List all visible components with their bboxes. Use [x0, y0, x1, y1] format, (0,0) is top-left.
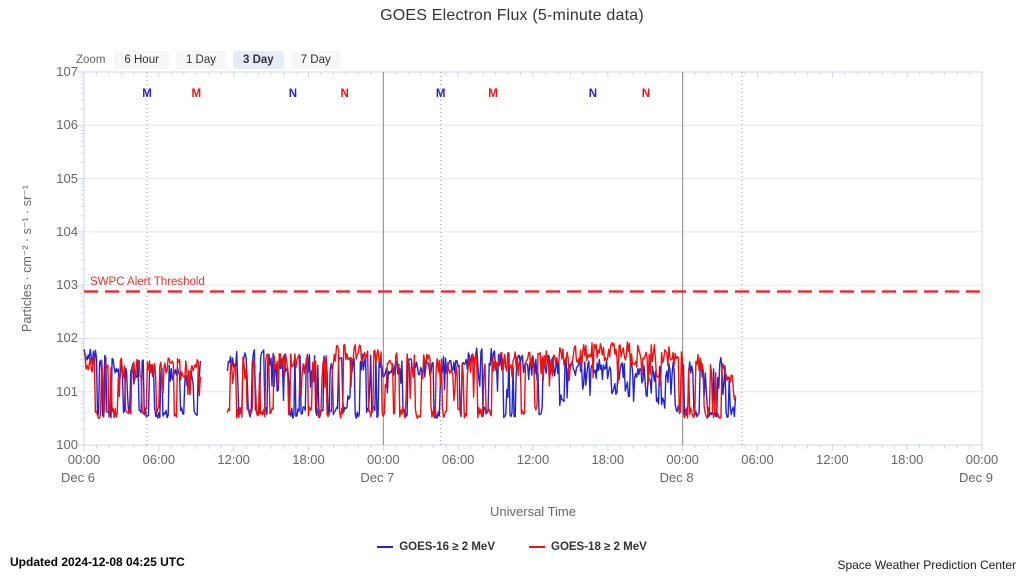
x-tick-label: 06:00	[142, 452, 176, 467]
event-marker-N: N	[341, 88, 349, 100]
x-tick-label: 06:00	[741, 452, 774, 467]
legend-label: GOES-18 ≥ 2 MeV	[551, 541, 647, 553]
series-goes-18	[83, 341, 737, 419]
event-marker-M: M	[436, 88, 446, 100]
x-date-label: Dec 9	[959, 470, 993, 485]
legend-label: GOES-16 ≥ 2 MeV	[399, 541, 495, 553]
x-tick-label: 06:00	[441, 452, 475, 467]
x-axis-title: Universal Time	[490, 504, 576, 519]
legend-dash-icon	[529, 545, 545, 549]
zoom-button-6-hour[interactable]: 6 Hour	[114, 51, 169, 69]
x-date-label: Dec 6	[61, 470, 95, 485]
event-marker-M: M	[142, 88, 152, 100]
x-tick-label: 12:00	[516, 452, 550, 467]
plot-border	[83, 71, 983, 446]
x-tick-label: 18:00	[292, 452, 325, 467]
legend-item-goes-18[interactable]: GOES-18 ≥ 2 MeV	[529, 541, 647, 553]
swpc-alert-threshold-label: SWPC Alert Threshold	[90, 276, 205, 288]
x-tick-label: 12:00	[217, 452, 250, 467]
legend-dash-icon	[377, 545, 394, 549]
credit-text: Space Weather Prediction Center	[837, 558, 1016, 572]
event-marker-N: N	[289, 88, 297, 100]
updated-timestamp: Updated 2024-12-08 04:25 UTC	[10, 555, 185, 569]
y-tick-label: 100	[56, 437, 78, 452]
event-marker-N: N	[589, 88, 597, 100]
x-tick-label: 12:00	[816, 452, 849, 467]
y-tick-label: 104	[56, 223, 78, 239]
x-tick-label: 00:00	[965, 452, 999, 467]
event-marker-M: M	[191, 88, 201, 100]
x-tick-label: 18:00	[591, 452, 625, 467]
x-tick-label: 00:00	[666, 452, 699, 467]
zoom-buttons: 6 Hour 1 Day 3 Day 7 Day	[114, 50, 347, 69]
zoom-preset-toolbar: Zoom 6 Hour 1 Day 3 Day 7 Day	[76, 50, 348, 69]
y-tick-label: 106	[56, 117, 78, 133]
legend-item-goes-16[interactable]: GOES-16 ≥ 2 MeV	[377, 541, 495, 553]
y-tick-label: 105	[56, 170, 78, 186]
legend: GOES-16 ≥ 2 MeV GOES-18 ≥ 2 MeV	[0, 541, 1024, 553]
x-tick-label: 18:00	[890, 452, 924, 467]
chart-title: GOES Electron Flux (5-minute data)	[380, 7, 644, 24]
event-marker-M: M	[488, 88, 498, 100]
x-date-label: Dec 8	[659, 470, 694, 485]
event-marker-N: N	[642, 88, 650, 100]
y-tick-label: 101	[56, 383, 78, 399]
y-tick-label: 107	[56, 64, 78, 79]
zoom-button-1-day[interactable]: 1 Day	[175, 51, 226, 69]
x-tick-label: 00:00	[67, 452, 101, 467]
x-date-label: Dec 7	[360, 470, 395, 485]
zoom-button-7-day[interactable]: 7 Day	[290, 51, 341, 69]
y-tick-label: 102	[56, 330, 78, 346]
zoom-button-3-day[interactable]: 3 Day	[232, 51, 284, 69]
x-tick-label: 00:00	[367, 452, 400, 467]
zoom-label: Zoom	[76, 53, 106, 66]
y-tick-label: 103	[56, 277, 78, 293]
